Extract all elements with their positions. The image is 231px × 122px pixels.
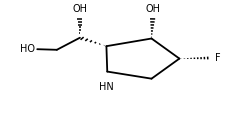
- Text: HN: HN: [98, 82, 113, 92]
- Text: HO: HO: [20, 44, 35, 54]
- Text: F: F: [214, 53, 220, 63]
- Text: OH: OH: [72, 4, 87, 14]
- Text: OH: OH: [145, 4, 159, 14]
